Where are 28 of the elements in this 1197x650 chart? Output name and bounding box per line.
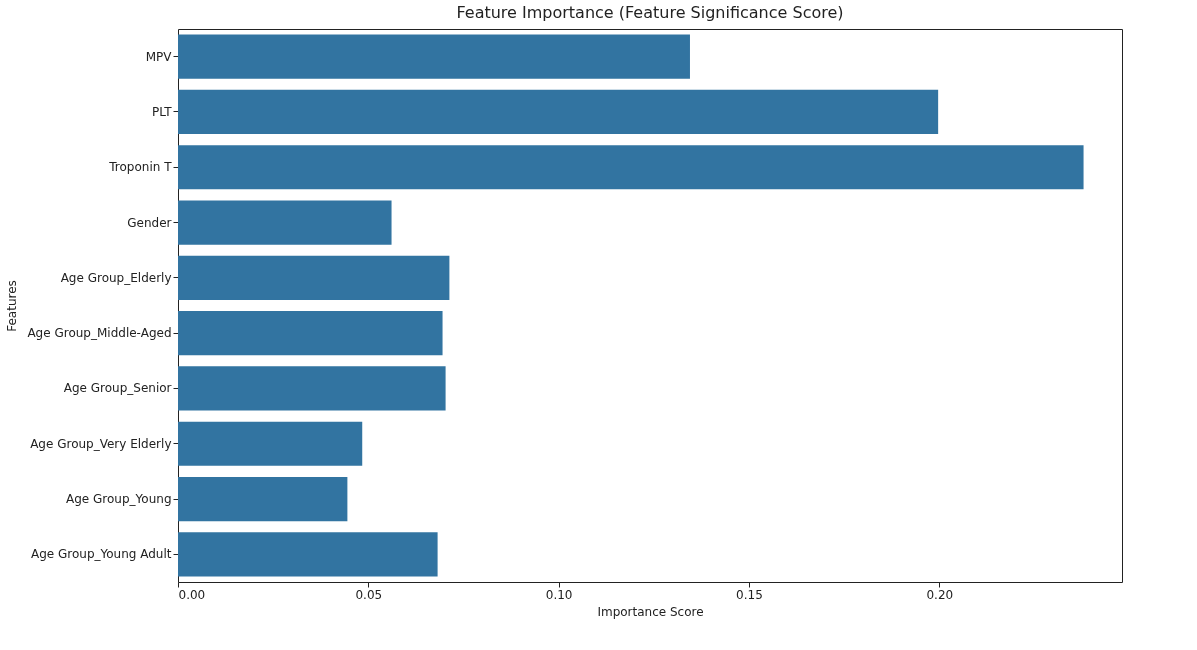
x-tick-label: 0.20 [926,587,954,602]
chart-title: Feature Importance (Feature Significance Score) [456,3,844,22]
y-tick-label: Age Group_Young [66,492,172,507]
y-tick-label: MPV [145,49,173,64]
x-axis-title: Importance Score [597,604,704,619]
y-tick-label: Age Group_Senior [63,381,172,396]
bar [178,200,392,245]
y-tick-label: Age Group_Elderly [60,270,172,285]
x-tick-label: 0.00 [178,587,206,602]
bar [178,145,1084,190]
y-tick-label: Troponin T [108,160,173,175]
bar [178,421,363,466]
bar [178,476,348,522]
bar [178,532,438,577]
y-tick-label: PLT [151,104,173,119]
bar [178,311,443,356]
y-tick-label: Age Group_Middle-Aged [27,326,172,341]
y-axis-title: Features [5,280,20,332]
y-tick-label: Age Group_Young Adult [30,547,172,562]
x-tick-label: 0.05 [355,587,383,602]
bar [178,366,446,411]
y-tick-label: Gender [127,215,172,230]
bar [178,89,939,135]
x-tick-label: 0.15 [736,587,763,602]
bar [178,255,450,300]
x-tick-label: 0.10 [545,587,573,602]
bar [178,34,690,79]
y-tick-label: Age Group_Very Elderly [30,436,172,451]
